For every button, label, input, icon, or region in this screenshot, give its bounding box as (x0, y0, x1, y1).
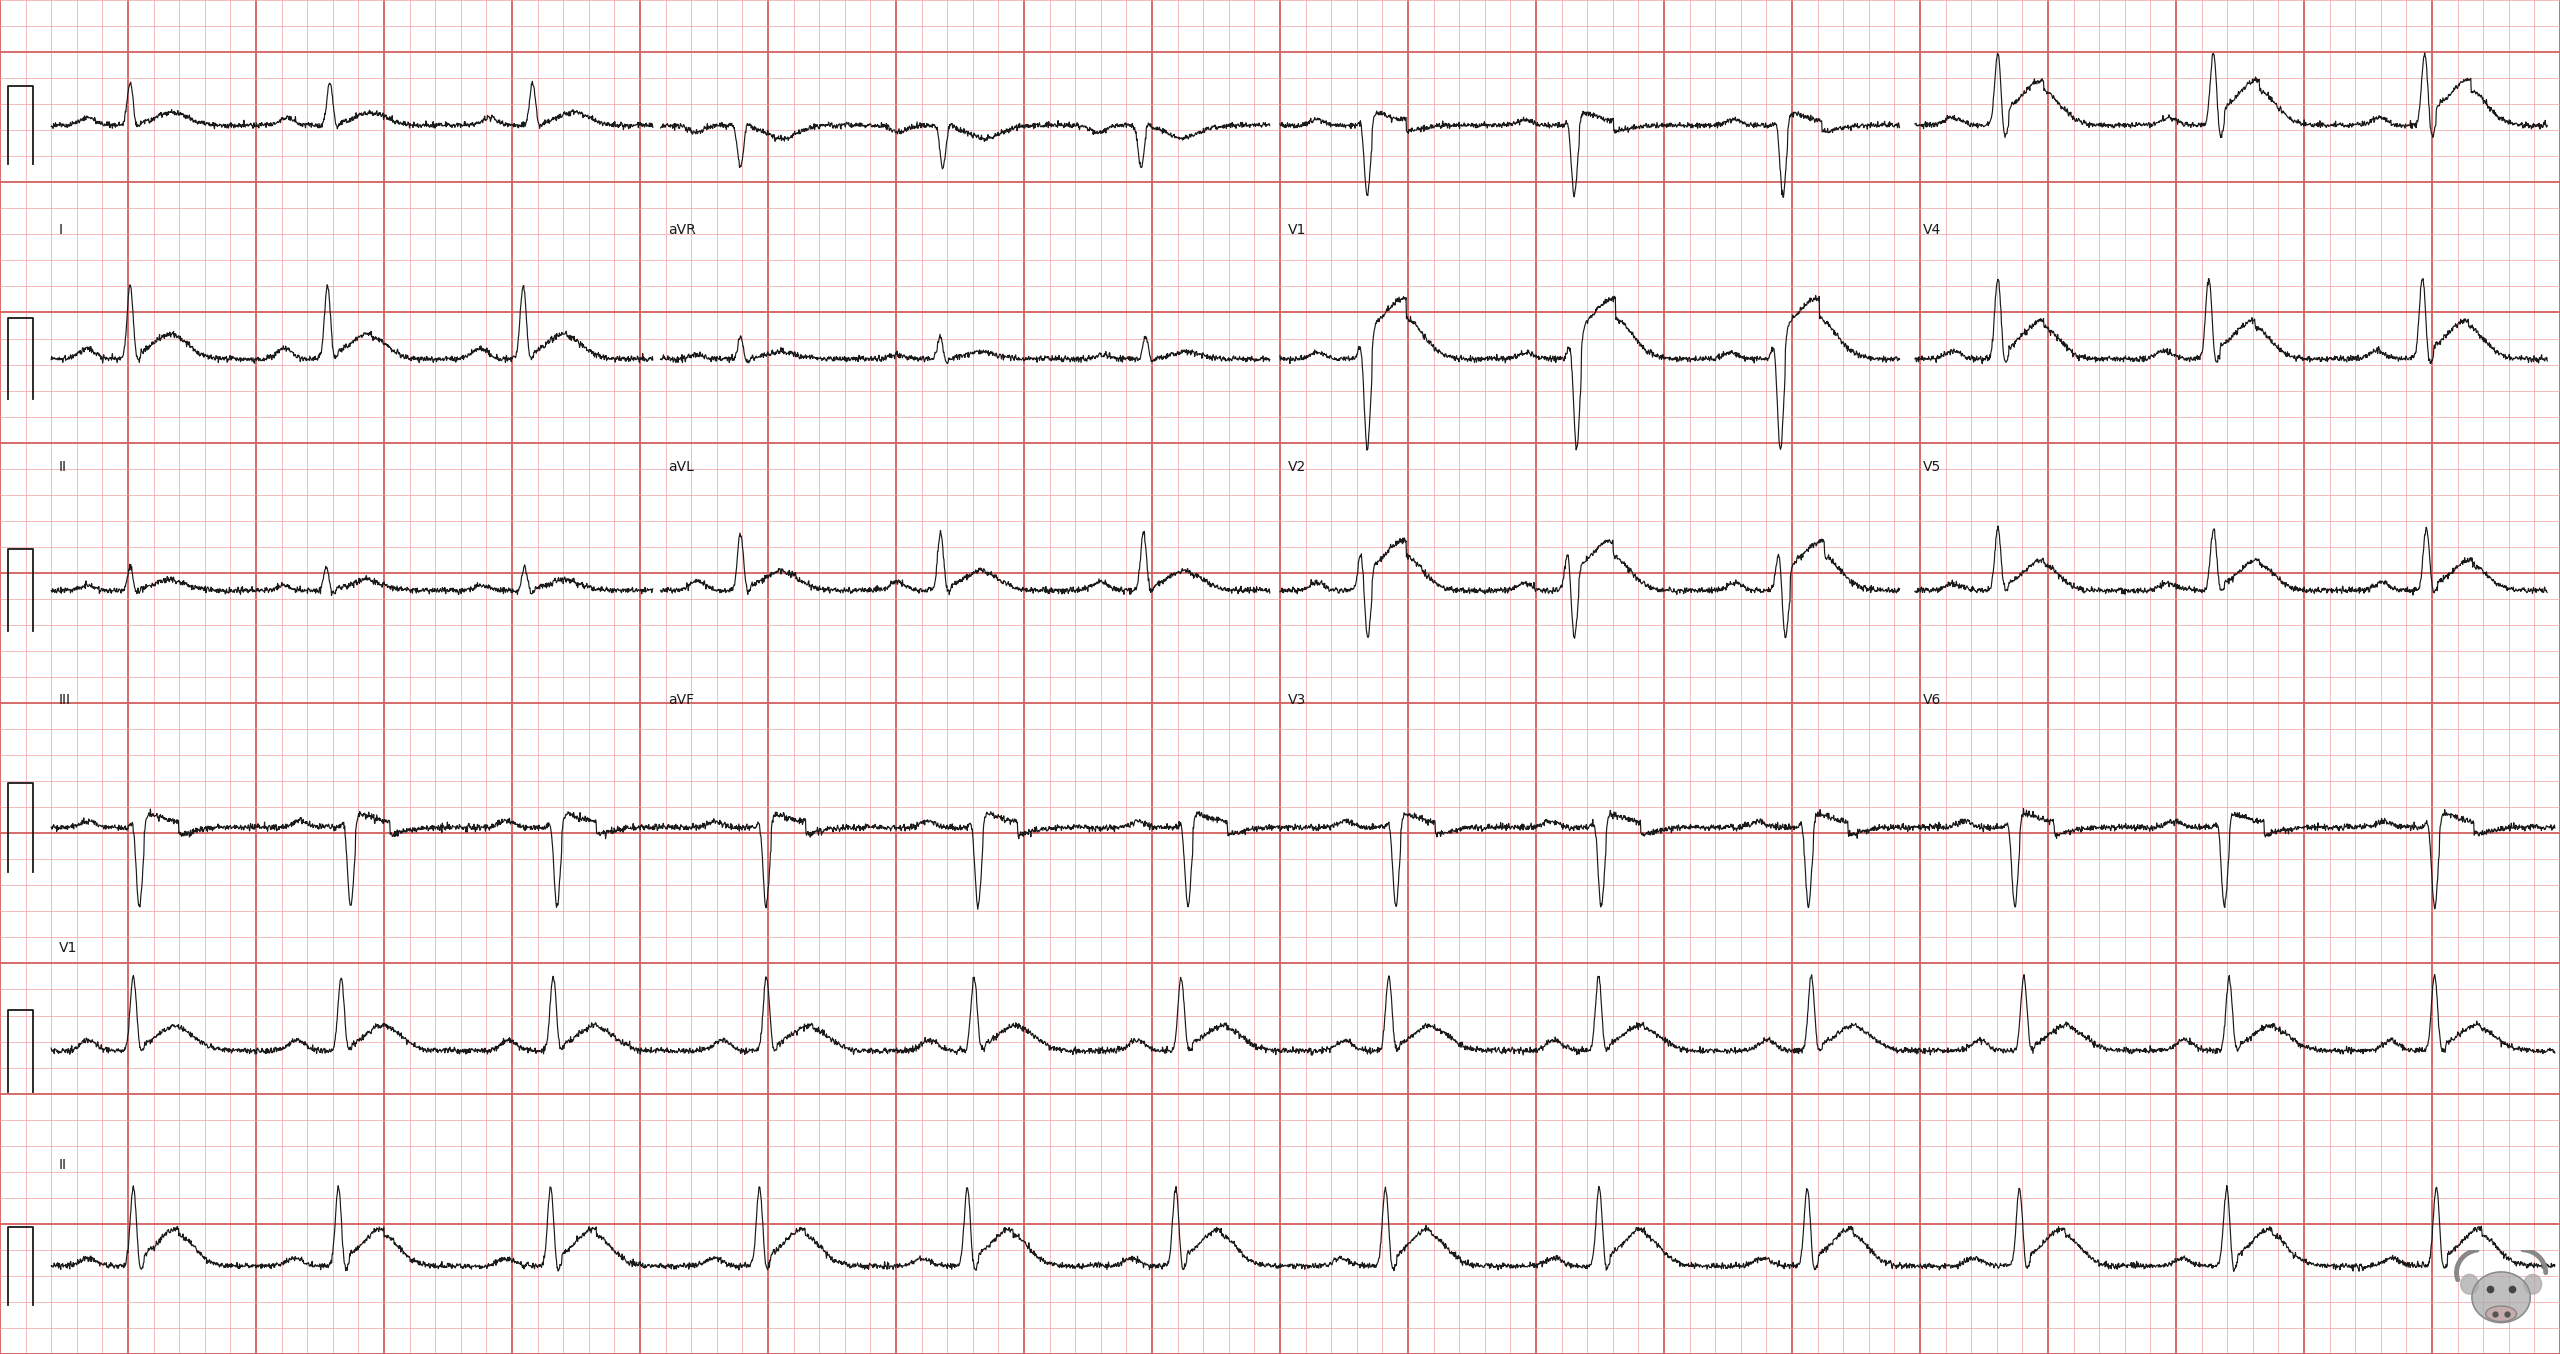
Polygon shape (2473, 1271, 2529, 1323)
Polygon shape (2486, 1307, 2516, 1322)
Polygon shape (2460, 1274, 2478, 1294)
Text: I: I (59, 223, 64, 237)
Text: aVR: aVR (668, 223, 696, 237)
Text: V6: V6 (1923, 693, 1940, 707)
Text: V5: V5 (1923, 460, 1940, 474)
Text: V2: V2 (1288, 460, 1306, 474)
Polygon shape (2524, 1274, 2542, 1294)
Text: V3: V3 (1288, 693, 1306, 707)
Text: aVF: aVF (668, 693, 694, 707)
Text: II: II (59, 1158, 67, 1171)
Text: aVL: aVL (668, 460, 694, 474)
Text: V1: V1 (59, 941, 77, 955)
Text: V4: V4 (1923, 223, 1940, 237)
Text: III: III (59, 693, 72, 707)
Text: V1: V1 (1288, 223, 1306, 237)
Text: II: II (59, 460, 67, 474)
